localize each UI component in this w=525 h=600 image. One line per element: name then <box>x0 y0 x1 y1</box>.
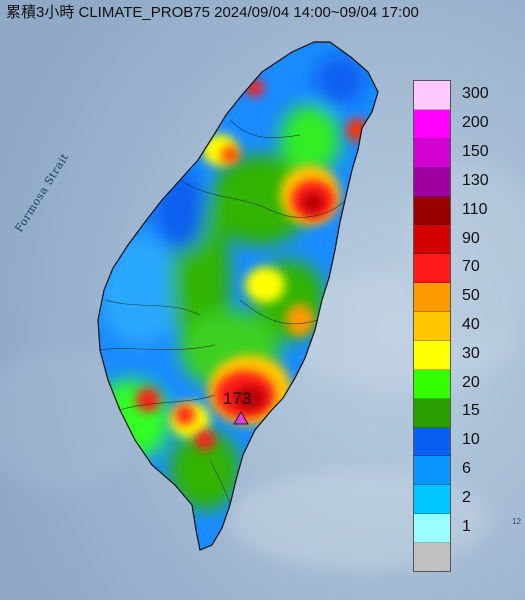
legend-label: 130 <box>462 171 489 189</box>
legend-swatch <box>414 225 450 255</box>
legend-label: 15 <box>462 402 480 420</box>
legend-swatch <box>414 456 450 486</box>
legend-label: 30 <box>462 344 480 362</box>
legend-swatch <box>414 167 450 197</box>
legend-label: 6 <box>462 460 471 478</box>
peak-value-label: 173 <box>223 389 252 408</box>
legend-label: 110 <box>462 200 488 218</box>
legend-label: 40 <box>462 316 480 333</box>
legend-label: 90 <box>462 229 480 247</box>
legend-label: 2 <box>462 488 471 506</box>
map-title: 累積3小時 CLIMATE_PROB75 2024/09/04 14:00~09… <box>6 4 419 21</box>
legend-label: 200 <box>462 114 489 132</box>
legend-color-bar <box>413 80 451 572</box>
legend-label: 10 <box>462 431 480 449</box>
legend-swatch <box>414 427 450 457</box>
legend-swatch <box>414 369 450 399</box>
legend-swatch <box>414 109 450 139</box>
legend-swatch <box>414 543 450 571</box>
legend-swatch <box>414 398 450 428</box>
legend-swatch <box>414 283 450 312</box>
legend-swatch <box>414 514 450 543</box>
legend-swatch <box>414 254 450 284</box>
legend-label: 300 <box>462 85 489 103</box>
legend-swatch <box>414 138 450 168</box>
triangle-marker-icon <box>233 411 249 425</box>
legend-label: 50 <box>462 287 480 305</box>
legend-label: 150 <box>462 143 489 161</box>
legend-swatch <box>414 485 450 515</box>
island-outline <box>97 41 379 551</box>
legend-label: 1 <box>462 517 471 535</box>
legend-label: 20 <box>462 373 480 391</box>
legend-label: 70 <box>462 258 480 276</box>
legend-swatch <box>414 196 450 226</box>
legend-swatch <box>414 312 450 341</box>
legend-labels: 300 200 150 130 110 90 70 50 40 30 20 15 10 6 2 1 <box>462 80 522 570</box>
legend-swatch <box>414 340 450 370</box>
legend-swatch <box>414 81 450 110</box>
map-edge-mark: 12 <box>512 517 521 526</box>
